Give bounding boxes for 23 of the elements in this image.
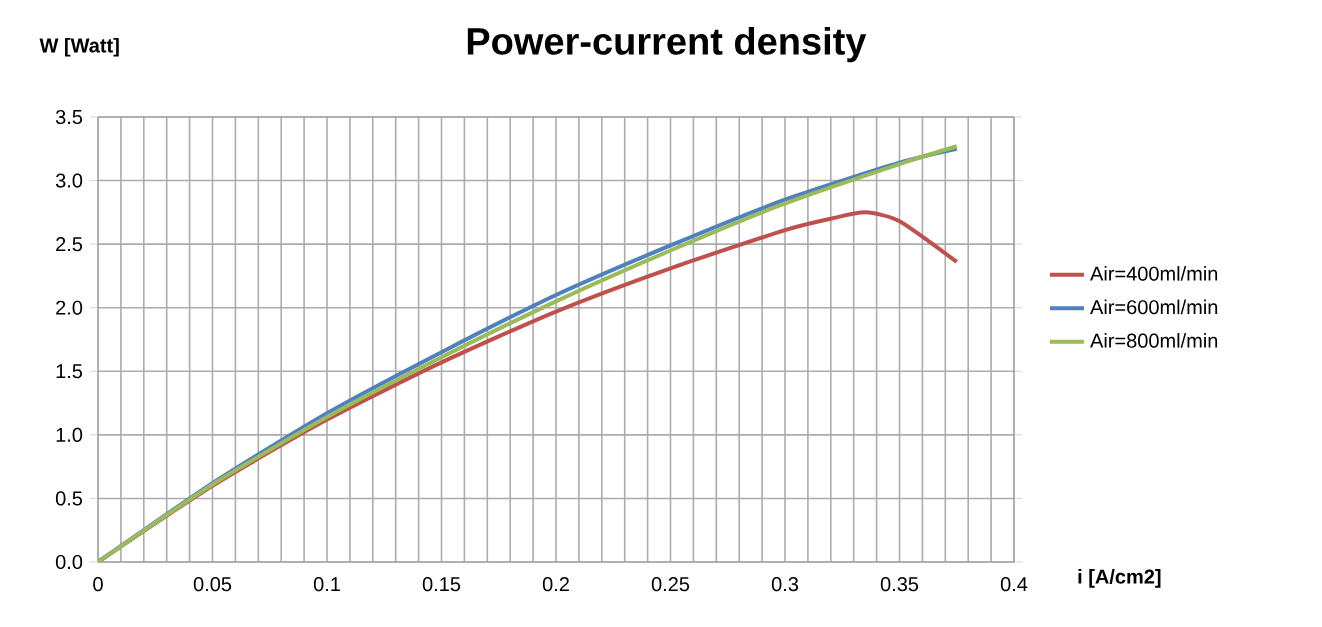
y-tick-label: 1.5	[56, 364, 83, 379]
y-tick-label: 0.5	[55, 491, 83, 506]
legend-label: Air=400ml/min	[1090, 266, 1218, 281]
x-axis-title: i [A/cm2]	[1078, 569, 1161, 588]
y-axis-title: W [Watt]	[39, 37, 119, 57]
legend-label: Air=600ml/min	[1090, 299, 1218, 315]
y-tick-label: 3.5	[55, 109, 83, 125]
x-tick-label: 0.35	[880, 577, 919, 592]
chart-title: Power-current density	[467, 26, 867, 63]
x-tick-label: 0.2	[542, 577, 569, 592]
x-tick-label: 0	[93, 577, 103, 592]
x-tick-label: 0.05	[193, 577, 232, 592]
y-tick-label: 1.0	[56, 427, 83, 442]
x-tick-label: 0.3	[771, 577, 799, 592]
y-tick-label: 2.0	[56, 300, 83, 315]
y-tick-label: 0.0	[55, 554, 83, 570]
x-tick-label: 0.4	[1000, 577, 1028, 592]
x-tick-label: 0.1	[313, 577, 340, 592]
legend-label: Air=800ml/min	[1090, 333, 1218, 348]
x-tick-label: 0.25	[651, 577, 690, 592]
x-tick-label: 0.15	[422, 577, 461, 592]
y-tick-label: 3.0	[55, 173, 83, 188]
y-tick-label: 2.5	[56, 237, 83, 252]
